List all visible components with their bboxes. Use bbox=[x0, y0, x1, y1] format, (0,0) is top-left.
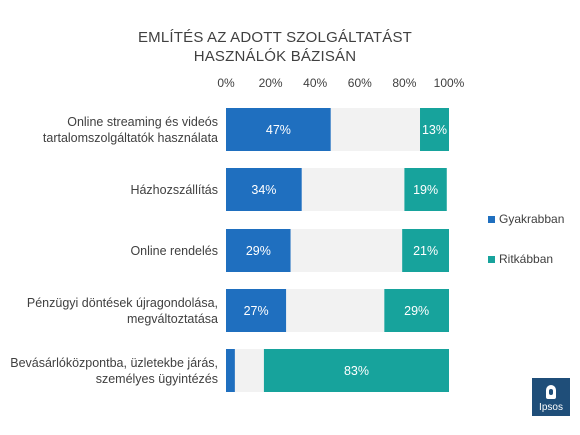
bar-gyakrabban bbox=[226, 289, 287, 332]
bar-middle bbox=[290, 229, 403, 272]
bar-data-label: 29% bbox=[404, 304, 429, 318]
legend-swatch-ritkabban bbox=[488, 255, 495, 263]
category-label: Online rendelés bbox=[130, 243, 218, 258]
ipsos-logo-mark bbox=[546, 385, 556, 399]
bar-gyakrabban bbox=[226, 108, 331, 151]
bar-middle bbox=[330, 108, 421, 151]
bar-gyakrabban bbox=[226, 229, 291, 272]
bar-data-label: 83% bbox=[344, 364, 369, 378]
bar-ritkabban bbox=[263, 349, 449, 392]
x-tick-label: 0% bbox=[217, 76, 235, 90]
category-label: Házhozszállítás bbox=[130, 182, 218, 197]
legend-item-ritkabban: Ritkábban bbox=[488, 252, 553, 266]
bar-data-label: 47% bbox=[266, 123, 291, 137]
bar-data-label: 21% bbox=[413, 244, 438, 258]
chart-title: EMLÍTÉS AZ ADOTT SZOLGÁLTATÁST HASZNÁLÓK… bbox=[0, 28, 550, 66]
ipsos-logo: Ipsos bbox=[532, 378, 570, 416]
bar-ritkabban bbox=[384, 289, 449, 332]
category-label: Online streaming és videós tartalomszolgá… bbox=[42, 114, 218, 145]
bar-gyakrabban bbox=[226, 168, 302, 211]
bar-middle bbox=[286, 289, 385, 332]
x-tick-label: 60% bbox=[348, 76, 372, 90]
chart-title-line-2: HASZNÁLÓK BÁZISÁN bbox=[193, 48, 357, 65]
category-label: Pénzügyi döntések újragondolása, megválto… bbox=[26, 295, 218, 326]
bar-ritkabban bbox=[404, 168, 447, 211]
chart-title-line-1: EMLÍTÉS AZ ADOTT SZOLGÁLTATÁST bbox=[137, 29, 413, 46]
bar-data-label: 29% bbox=[246, 244, 271, 258]
bar-middle bbox=[301, 168, 405, 211]
bar-middle bbox=[234, 349, 264, 392]
bar-data-label: 34% bbox=[251, 183, 276, 197]
x-tick-label: 80% bbox=[392, 76, 416, 90]
bar-ritkabban bbox=[402, 229, 449, 272]
bar-gyakrabban bbox=[226, 349, 235, 392]
ipsos-logo-text: Ipsos bbox=[539, 402, 563, 413]
x-tick-label: 40% bbox=[303, 76, 327, 90]
bar-ritkabban bbox=[420, 108, 449, 151]
bar-data-label: 19% bbox=[413, 183, 438, 197]
x-tick-label: 20% bbox=[259, 76, 283, 90]
bar-data-label: 13% bbox=[422, 123, 447, 137]
legend-label-gyakrabban: Gyakrabban bbox=[499, 212, 565, 226]
category-label: Bevásárlóközpontba, üzletekbe járás, szem… bbox=[10, 355, 218, 386]
bar-data-label: 27% bbox=[244, 304, 269, 318]
x-tick-label: 100% bbox=[434, 76, 465, 90]
legend-label-ritkabban: Ritkábban bbox=[499, 252, 554, 266]
legend-swatch-gyakrabban bbox=[488, 215, 495, 223]
legend-item-gyakrabban: Gyakrabban bbox=[488, 212, 564, 226]
